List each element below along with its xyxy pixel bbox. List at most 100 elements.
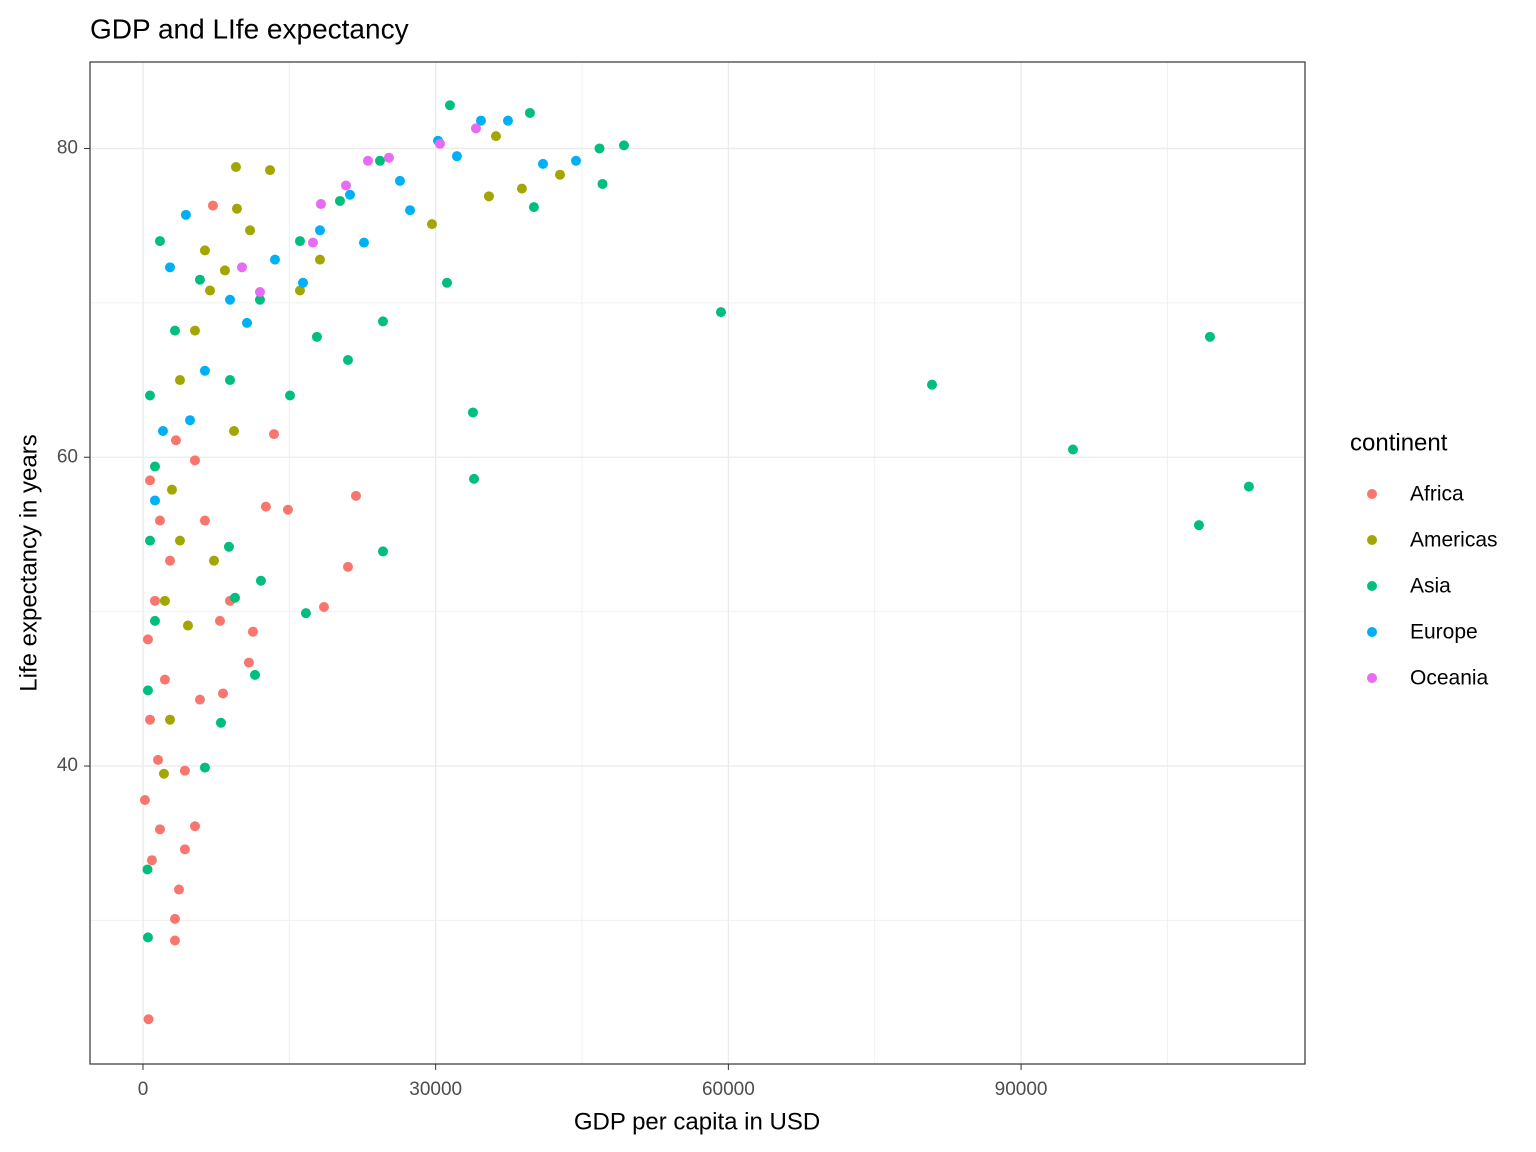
point xyxy=(307,237,318,248)
point xyxy=(383,152,394,163)
point xyxy=(174,535,185,546)
legend-swatch xyxy=(1367,535,1377,545)
point xyxy=(927,379,938,390)
x-tick-label: 0 xyxy=(138,1079,149,1100)
panel-border xyxy=(89,61,1306,1065)
point xyxy=(145,535,156,546)
point xyxy=(145,475,156,486)
point xyxy=(528,202,539,213)
point xyxy=(154,236,165,247)
point xyxy=(231,203,242,214)
y-tick-label: 40 xyxy=(57,755,78,776)
point xyxy=(269,254,280,265)
point xyxy=(182,620,193,631)
point xyxy=(554,169,565,180)
point xyxy=(334,195,345,206)
y-tick-label: 80 xyxy=(57,137,78,158)
point xyxy=(189,455,200,466)
point xyxy=(318,602,329,613)
point xyxy=(159,674,170,685)
point xyxy=(441,277,452,288)
point xyxy=(282,504,293,515)
point xyxy=(180,209,191,220)
point xyxy=(597,178,608,189)
point xyxy=(199,245,210,256)
point xyxy=(538,158,549,169)
point xyxy=(618,140,629,151)
point xyxy=(475,115,486,126)
point xyxy=(285,390,296,401)
point xyxy=(247,626,258,637)
legend-label: Americas xyxy=(1410,529,1498,552)
point xyxy=(215,717,226,728)
point xyxy=(294,285,305,296)
x-tick-label: 30000 xyxy=(409,1079,462,1100)
legend-swatch xyxy=(1367,581,1377,591)
point xyxy=(145,390,156,401)
point xyxy=(165,714,176,725)
point xyxy=(142,932,153,943)
point xyxy=(314,254,325,265)
point xyxy=(173,884,184,895)
point xyxy=(570,155,581,166)
point xyxy=(451,151,462,162)
point xyxy=(483,191,494,202)
point xyxy=(469,473,480,484)
point xyxy=(237,262,248,273)
point xyxy=(149,495,160,506)
point xyxy=(159,595,170,606)
point xyxy=(229,425,240,436)
point xyxy=(294,236,305,247)
point xyxy=(157,425,168,436)
point xyxy=(179,844,190,855)
point xyxy=(185,415,196,426)
legend-title: continent xyxy=(1350,429,1448,456)
grid xyxy=(90,62,1305,1064)
point xyxy=(434,138,445,149)
point xyxy=(225,294,236,305)
point xyxy=(217,688,228,699)
legend-label: Asia xyxy=(1410,575,1451,598)
point xyxy=(255,575,266,586)
point xyxy=(174,375,185,386)
point xyxy=(243,657,254,668)
point xyxy=(143,1014,154,1025)
point xyxy=(170,435,181,446)
point xyxy=(229,592,240,603)
point xyxy=(377,316,388,327)
point xyxy=(490,131,501,142)
chart-title: GDP and LIfe expectancy xyxy=(90,13,409,44)
x-tick-label: 60000 xyxy=(702,1079,755,1100)
point xyxy=(249,669,260,680)
point xyxy=(154,515,165,526)
legend-label: Africa xyxy=(1410,483,1464,506)
legend: Africa Americas Asia Europe Oceania xyxy=(1367,483,1498,690)
point xyxy=(342,354,353,365)
point xyxy=(207,200,218,211)
point xyxy=(169,325,180,336)
point xyxy=(189,821,200,832)
point xyxy=(142,685,153,696)
point xyxy=(254,287,265,298)
point xyxy=(205,285,216,296)
point xyxy=(594,143,605,154)
point xyxy=(209,555,220,566)
point xyxy=(142,864,153,875)
y-tick-label: 60 xyxy=(57,446,78,467)
point xyxy=(269,429,280,440)
point xyxy=(426,219,437,230)
legend-label: Oceania xyxy=(1410,667,1489,690)
point xyxy=(467,407,478,418)
point xyxy=(199,365,210,376)
point xyxy=(149,461,160,472)
point xyxy=(139,794,150,805)
point xyxy=(199,762,210,773)
legend-swatch xyxy=(1367,489,1377,499)
legend-label: Europe xyxy=(1410,621,1478,644)
point xyxy=(362,155,373,166)
point xyxy=(154,824,165,835)
point xyxy=(297,277,308,288)
point xyxy=(1193,520,1204,531)
